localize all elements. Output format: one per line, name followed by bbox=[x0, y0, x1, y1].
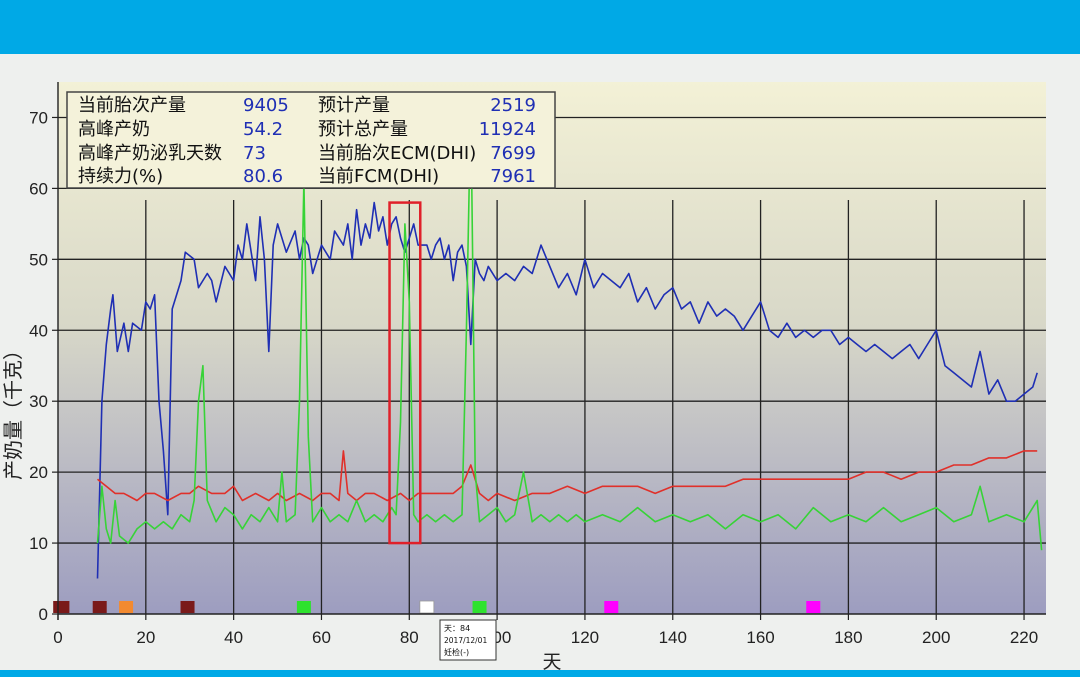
y-tick-label-4: 40 bbox=[29, 321, 48, 340]
y-tick-label-3: 30 bbox=[29, 392, 48, 411]
stat-label: 持续力(%) bbox=[78, 166, 163, 187]
x-tick-label-7: 140 bbox=[659, 628, 687, 647]
hover-tooltip: 天：84 2017/12/01 妊检(-) bbox=[439, 619, 497, 661]
header-band bbox=[0, 0, 1080, 54]
x-tick-label-4: 80 bbox=[400, 628, 419, 647]
x-tick-label-3: 60 bbox=[312, 628, 331, 647]
event-marker-9[interactable] bbox=[806, 601, 821, 613]
event-marker-1[interactable] bbox=[55, 601, 70, 613]
stat-label: 当前FCM(DHI) bbox=[318, 166, 439, 187]
x-tick-label-10: 200 bbox=[922, 628, 950, 647]
stat-value: 54.2 bbox=[243, 119, 283, 140]
stats-panel: 当前胎次产量 9405 预计产量 2519 高峰产奶 54.2 预计总产量 11924 高峰产奶… bbox=[66, 91, 556, 189]
stat-label: 高峰产奶 bbox=[78, 119, 150, 140]
stat-value: 2519 bbox=[490, 95, 536, 116]
x-tick-label-8: 160 bbox=[746, 628, 774, 647]
stat-value: 73 bbox=[243, 143, 266, 164]
event-marker-5[interactable] bbox=[296, 601, 311, 613]
stat-label: 当前胎次产量 bbox=[78, 95, 186, 116]
tooltip-date: 2017/12/01 bbox=[444, 636, 487, 645]
series-line-1 bbox=[96, 450, 1038, 502]
grid-lines bbox=[58, 116, 1046, 614]
y-tick-label-0: 0 bbox=[39, 605, 48, 624]
y-tick-label-6: 60 bbox=[29, 179, 48, 198]
event-marker-8[interactable] bbox=[604, 601, 619, 613]
footer-band bbox=[0, 670, 1080, 677]
series-layer bbox=[96, 102, 1043, 579]
x-tick-label-0: 0 bbox=[53, 628, 62, 647]
x-tick-label-2: 40 bbox=[224, 628, 243, 647]
event-marker-4[interactable] bbox=[180, 601, 195, 613]
stat-value: 11924 bbox=[479, 119, 536, 140]
series-line-0 bbox=[96, 201, 1038, 579]
y-tick-label-2: 20 bbox=[29, 463, 48, 482]
axes: 0 20 40 60 80 100 120 140 160 180 200 2200102030405… bbox=[29, 82, 1046, 647]
stat-label: 当前胎次ECM(DHI) bbox=[318, 143, 476, 164]
stat-value: 80.6 bbox=[243, 166, 283, 187]
series-line-2 bbox=[96, 102, 1043, 551]
stat-label: 预计总产量 bbox=[318, 119, 408, 140]
stat-value: 7961 bbox=[490, 166, 536, 187]
tooltip-event: 妊检(-) bbox=[444, 647, 469, 657]
x-tick-label-6: 120 bbox=[571, 628, 599, 647]
stat-value: 9405 bbox=[243, 95, 289, 116]
x-tick-label-11: 220 bbox=[1010, 628, 1038, 647]
tooltip-day: 天：84 bbox=[444, 624, 470, 633]
stat-label: 高峰产奶泌乳天数 bbox=[78, 143, 222, 164]
y-tick-label-1: 10 bbox=[29, 534, 48, 553]
stat-label: 预计产量 bbox=[318, 95, 390, 116]
event-marker-3[interactable] bbox=[119, 601, 134, 613]
event-markers bbox=[53, 600, 821, 614]
event-marker-2[interactable] bbox=[92, 601, 107, 613]
y-axis-label: 产奶量（千克） bbox=[2, 340, 25, 480]
y-tick-label-5: 50 bbox=[29, 250, 48, 269]
x-tick-label-1: 20 bbox=[136, 628, 155, 647]
x-axis-label: 天 bbox=[542, 652, 561, 673]
stat-value: 7699 bbox=[490, 143, 536, 164]
event-marker-7[interactable] bbox=[472, 601, 487, 613]
y-tick-label-7: 70 bbox=[29, 108, 48, 127]
x-tick-label-9: 180 bbox=[834, 628, 862, 647]
event-marker-6[interactable] bbox=[419, 600, 435, 614]
highlight-box bbox=[388, 201, 422, 545]
